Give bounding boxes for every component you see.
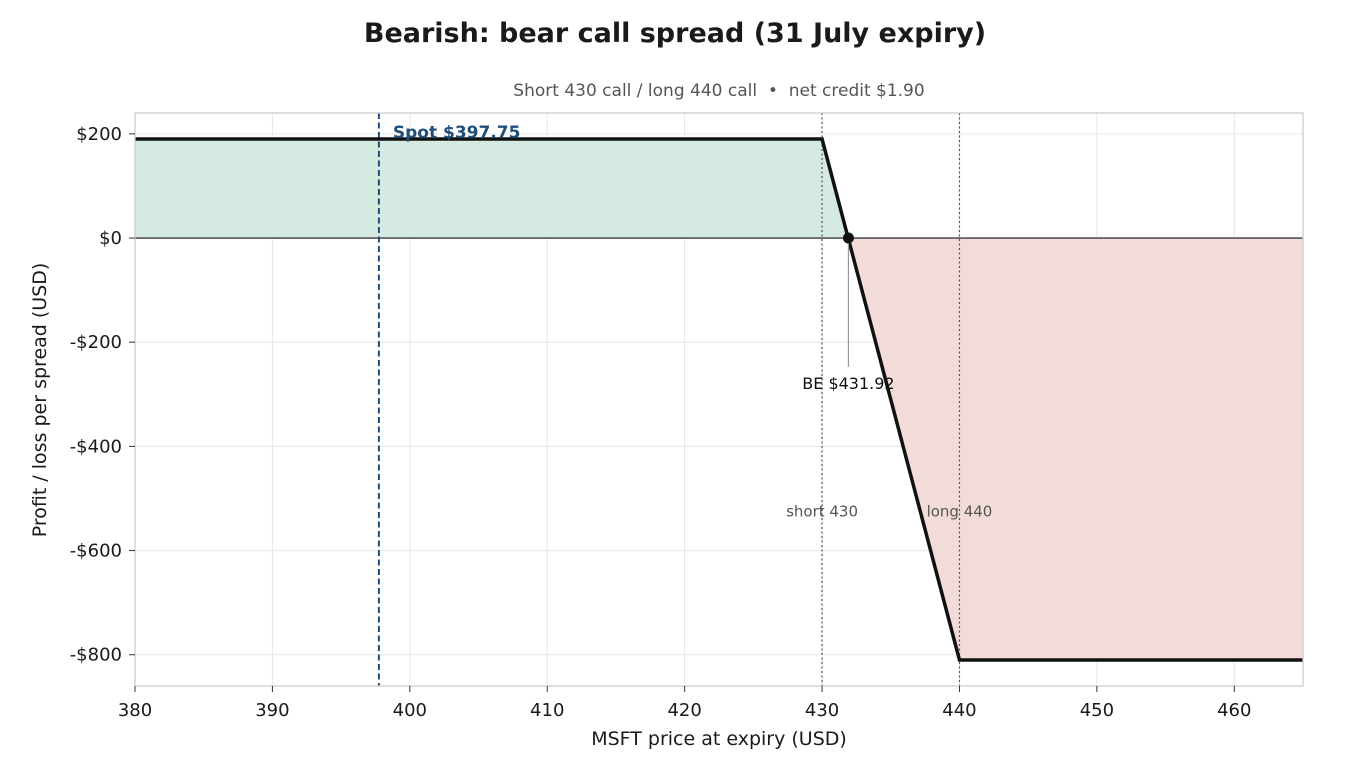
x-tick-label: 420: [667, 700, 701, 721]
y-axis-label: Profit / loss per spread (USD): [29, 263, 51, 538]
x-axis-label: MSFT price at expiry (USD): [591, 728, 847, 750]
chart-subtitle: Short 430 call / long 440 call • net cre…: [513, 81, 924, 101]
y-tick-label: -$200: [70, 332, 122, 353]
axis-ticks: 380 390 400 410 420 430 440 450 460 $200 $0 -$200 -$…: [70, 124, 1252, 721]
x-tick-label: 450: [1080, 700, 1114, 721]
breakeven-point: [842, 232, 854, 244]
payoff-line: [135, 137, 1303, 662]
strike-label: long 440: [927, 502, 993, 520]
profit-loss-fills: [135, 139, 1303, 660]
x-tick-label: 410: [530, 700, 564, 721]
reference-lines: [135, 113, 1303, 686]
x-tick-label: 430: [805, 700, 839, 721]
x-tick-label: 440: [942, 700, 976, 721]
y-tick-label: $0: [99, 228, 122, 249]
loss-region: [848, 238, 1303, 660]
x-tick-label: 380: [118, 700, 152, 721]
y-tick-label: $200: [76, 124, 122, 145]
plot-frame: [134, 112, 1304, 687]
chart-title: Bearish: bear call spread (31 July expir…: [364, 18, 986, 49]
annotations: short 430 long 440 Spot $397.75 BE $431.92: [393, 123, 992, 520]
breakeven-label: BE $431.92: [802, 374, 894, 393]
payoff-series: [135, 137, 1303, 662]
y-tick-label: -$800: [70, 645, 122, 666]
spot-label: Spot $397.75: [393, 123, 521, 143]
x-tick-label: 460: [1217, 700, 1251, 721]
x-tick-label: 390: [255, 700, 289, 721]
x-tick-label: 400: [393, 700, 427, 721]
y-tick-label: -$600: [70, 541, 122, 562]
profit-region: [135, 139, 849, 239]
strike-label: short 430: [786, 502, 858, 520]
plot-border: [134, 112, 1304, 687]
y-tick-label: -$400: [70, 436, 122, 457]
